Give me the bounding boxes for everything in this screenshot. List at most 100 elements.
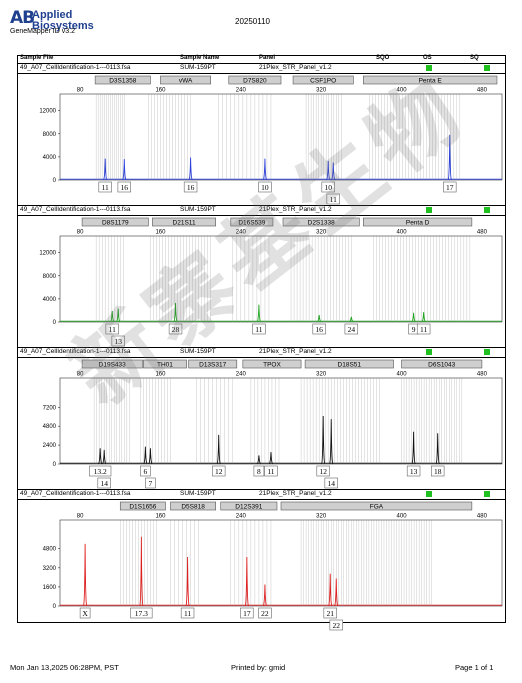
peak[interactable] xyxy=(116,308,121,323)
allele-call-box[interactable] xyxy=(97,477,111,489)
locus-bar[interactable] xyxy=(94,75,151,85)
locus-bar[interactable] xyxy=(242,359,302,369)
peak[interactable] xyxy=(321,415,326,465)
locus-label: D13S317 xyxy=(199,362,226,369)
locus-label: D1S1656 xyxy=(129,504,156,511)
y-tick-label: 0 xyxy=(53,604,57,610)
peak[interactable] xyxy=(317,315,322,323)
locus-bar[interactable] xyxy=(152,217,217,227)
peak[interactable] xyxy=(447,134,452,181)
allele-call-box[interactable] xyxy=(79,607,91,619)
peak[interactable] xyxy=(173,302,178,323)
allele-call-box[interactable] xyxy=(145,477,156,489)
peak[interactable] xyxy=(98,448,103,465)
locus-bar[interactable] xyxy=(282,217,360,227)
allele-call-box[interactable] xyxy=(253,465,265,477)
allele-call-box[interactable] xyxy=(252,323,266,335)
x-tick-label: 320 xyxy=(316,514,327,520)
peak[interactable] xyxy=(244,557,249,607)
allele-call-box[interactable] xyxy=(324,477,338,489)
allele-call-box[interactable] xyxy=(321,181,335,193)
x-tick-label: 160 xyxy=(155,372,166,378)
locus-bar[interactable] xyxy=(304,359,394,369)
peak[interactable] xyxy=(122,159,127,181)
col-sq: SQ xyxy=(470,55,479,61)
locus-bar[interactable] xyxy=(170,501,217,511)
peak[interactable] xyxy=(148,448,153,465)
peak[interactable] xyxy=(268,452,273,465)
allele-call-box[interactable] xyxy=(89,465,112,477)
peak[interactable] xyxy=(435,433,440,465)
locus-bar[interactable] xyxy=(292,75,354,85)
peak[interactable] xyxy=(143,446,148,465)
allele-call-box[interactable] xyxy=(406,465,421,477)
allele-call-box[interactable] xyxy=(180,607,195,619)
peak[interactable] xyxy=(329,419,334,465)
peak[interactable] xyxy=(326,160,331,181)
allele-call-box[interactable] xyxy=(258,181,272,193)
allele-call-box[interactable] xyxy=(443,181,457,193)
allele-call-label: 10 xyxy=(261,183,269,192)
locus-bar[interactable] xyxy=(143,359,187,369)
allele-call-box[interactable] xyxy=(240,607,254,619)
allele-call-box[interactable] xyxy=(258,607,272,619)
allele-call-box[interactable] xyxy=(168,323,183,335)
locus-bar[interactable] xyxy=(188,359,238,369)
peak[interactable] xyxy=(139,536,144,607)
allele-call-box[interactable] xyxy=(117,181,131,193)
allele-call-box[interactable] xyxy=(140,465,151,477)
peak[interactable] xyxy=(216,434,221,465)
allele-call-box[interactable] xyxy=(316,465,330,477)
peak[interactable] xyxy=(331,162,336,181)
allele-call-box[interactable] xyxy=(312,323,326,335)
locus-bar[interactable] xyxy=(280,501,473,511)
locus-bar[interactable] xyxy=(160,75,211,85)
sq-flag xyxy=(484,207,490,213)
locus-bar[interactable] xyxy=(119,501,166,511)
y-tick-label: 4000 xyxy=(43,155,57,161)
peak[interactable] xyxy=(411,431,416,465)
locus-bar[interactable] xyxy=(81,359,143,369)
allele-call-label: 12 xyxy=(215,467,223,476)
applied-biosystems-logo: AB Applied Biosystems xyxy=(10,8,120,38)
allele-call-box[interactable] xyxy=(416,323,431,335)
peak[interactable] xyxy=(334,578,339,607)
allele-call-box[interactable] xyxy=(329,619,343,631)
x-tick-label: 240 xyxy=(236,230,247,236)
peak[interactable] xyxy=(262,584,267,607)
peak[interactable] xyxy=(185,557,190,607)
locus-bar[interactable] xyxy=(220,501,278,511)
allele-call-box[interactable] xyxy=(130,607,153,619)
allele-call-box[interactable] xyxy=(431,465,445,477)
allele-call-box[interactable] xyxy=(111,335,125,347)
allele-call-box[interactable] xyxy=(344,323,359,335)
locus-bar[interactable] xyxy=(230,217,274,227)
allele-call-box[interactable] xyxy=(98,181,112,193)
locus-label: Penta E xyxy=(419,78,443,85)
locus-bar[interactable] xyxy=(401,359,483,369)
peak[interactable] xyxy=(188,157,193,181)
allele-call-box[interactable] xyxy=(323,607,337,619)
sample-row-divider xyxy=(17,499,506,500)
peak[interactable] xyxy=(83,543,88,607)
peak[interactable] xyxy=(256,455,261,465)
allele-call-box[interactable] xyxy=(183,181,198,193)
peak[interactable] xyxy=(262,158,267,181)
allele-call-box[interactable] xyxy=(105,323,119,335)
peak[interactable] xyxy=(411,312,416,323)
allele-call-box[interactable] xyxy=(212,465,226,477)
locus-bar[interactable] xyxy=(81,217,149,227)
footer-timestamp: Mon Jan 13,2025 06:28PM, PST xyxy=(10,663,119,672)
peak[interactable] xyxy=(110,310,115,323)
peak[interactable] xyxy=(328,573,333,607)
peak[interactable] xyxy=(102,449,107,465)
allele-call-box[interactable] xyxy=(326,193,340,205)
peak[interactable] xyxy=(103,158,108,181)
locus-bar[interactable] xyxy=(363,75,498,85)
allele-call-box[interactable] xyxy=(264,465,278,477)
peak[interactable] xyxy=(256,304,261,323)
peak[interactable] xyxy=(349,316,354,323)
locus-bar[interactable] xyxy=(228,75,282,85)
locus-bar[interactable] xyxy=(363,217,473,227)
peak[interactable] xyxy=(421,312,426,323)
